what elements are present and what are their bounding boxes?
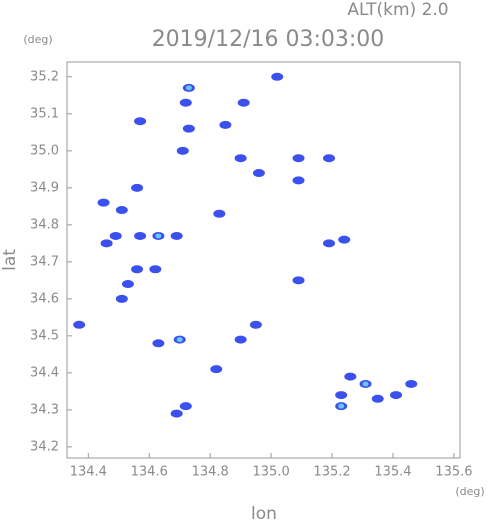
- y-unit: (deg): [23, 33, 52, 46]
- y-tick-label: 34.9: [30, 180, 59, 195]
- x-unit: (deg): [455, 485, 484, 498]
- echo-cell: [182, 124, 195, 133]
- echo-cell: [179, 402, 192, 411]
- echo-cell: [134, 117, 147, 126]
- y-axis-label: lat: [0, 249, 20, 271]
- echo-cell: [121, 280, 134, 289]
- echo-cell: [362, 381, 369, 387]
- echo-cell: [252, 169, 265, 178]
- echo-cell: [155, 233, 162, 239]
- x-tick-label: 134.4: [70, 465, 107, 480]
- echo-cell: [371, 394, 384, 403]
- echo-cell: [170, 231, 183, 240]
- echo-cell: [176, 146, 189, 155]
- y-tick-label: 34.2: [30, 439, 59, 454]
- echo-cell: [176, 337, 183, 343]
- x-axis-label: lon: [251, 504, 277, 521]
- y-tick-label: 35.2: [30, 69, 59, 84]
- echo-cell: [185, 85, 192, 91]
- echo-cell: [323, 239, 335, 248]
- echo-cell: [219, 120, 232, 129]
- echo-cell: [390, 391, 403, 400]
- y-tick-label: 34.3: [30, 402, 59, 417]
- echo-cell: [237, 98, 250, 107]
- plot-frame: [66, 61, 461, 459]
- x-tick-label: 135.0: [253, 465, 290, 480]
- echo-cell: [115, 206, 128, 215]
- echo-cell: [344, 372, 357, 381]
- echo-cell: [405, 379, 418, 388]
- echo-cell: [179, 98, 192, 107]
- echo-cell: [323, 154, 335, 163]
- chart-title: 2019/12/16 03:03:00: [152, 27, 385, 52]
- echo-cell: [149, 265, 162, 274]
- y-tick-label: 34.4: [30, 365, 59, 380]
- x-tick-label: 135.6: [435, 465, 472, 480]
- echo-cell: [134, 231, 147, 240]
- y-tick-label: 35.0: [30, 143, 59, 158]
- echo-cell: [210, 365, 223, 374]
- y-tick-label: 34.5: [30, 328, 59, 343]
- echo-cell: [131, 183, 144, 192]
- echo-cell: [234, 335, 247, 344]
- echo-cell: [213, 209, 226, 218]
- x-tick-label: 135.4: [374, 465, 411, 480]
- echo-cell: [115, 294, 128, 303]
- echo-cell: [73, 320, 86, 329]
- echo-cell: [338, 403, 345, 409]
- altitude-label: ALT(km) 2.0: [347, 0, 448, 20]
- echo-cell: [234, 154, 247, 163]
- echo-cell: [271, 72, 284, 81]
- y-tick-label: 34.8: [30, 217, 59, 232]
- echo-cell: [170, 409, 183, 418]
- y-tick-label: 35.1: [30, 106, 59, 121]
- y-tick-label: 34.7: [30, 254, 59, 269]
- echo-cell: [97, 198, 110, 207]
- x-tick-label: 134.8: [192, 465, 229, 480]
- echo-cell: [292, 176, 305, 185]
- echo-cell: [100, 239, 113, 248]
- echo-cell: [335, 391, 348, 400]
- echo-cell: [292, 276, 305, 285]
- echo-cell: [109, 231, 122, 240]
- echo-cell: [249, 320, 262, 329]
- echo-cell: [292, 154, 305, 163]
- echo-cell: [131, 265, 144, 274]
- echo-cell: [338, 235, 351, 244]
- x-tick-label: 135.2: [313, 465, 350, 480]
- y-tick-label: 34.6: [30, 291, 59, 306]
- echo-cell: [152, 339, 165, 348]
- x-tick-label: 134.6: [131, 465, 168, 480]
